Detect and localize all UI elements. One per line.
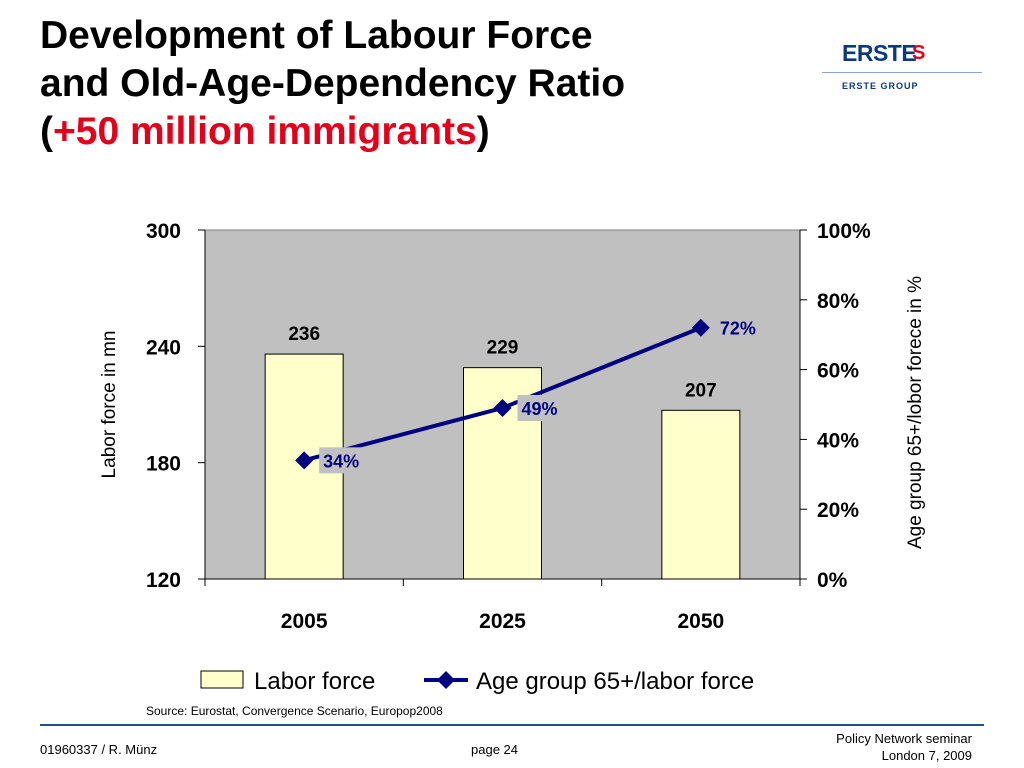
footer-page-number: page 24 [471,742,518,757]
y-right-tick-label: 80% [817,290,859,313]
footer-event: Policy Network seminar London 7, 2009 [836,730,972,764]
y-right-tick-label: 60% [817,360,859,383]
line-marker [691,318,710,337]
y-right-tick-label: 100% [817,220,871,243]
title-highlight: +50 million immigrants [53,110,477,153]
line-data-label: 34% [323,451,359,471]
title-line-3: (+50 million immigrants) [40,108,820,156]
y-left-axis-title: Labor force in mn [99,331,120,479]
logo-divider [822,72,982,73]
bar-data-label: 229 [487,338,519,359]
footer-author: 01960337 / R. Münz [40,742,158,757]
bar-labor-force [661,409,741,580]
title-paren-open: ( [40,110,53,153]
y-left-tick-label: 300 [146,220,181,243]
line-data-label: 49% [522,399,558,419]
title-line-2: and Old-Age-Dependency Ratio [40,62,626,105]
y-right-tick-label: 20% [817,499,859,522]
line-marker [295,451,314,470]
erste-logo: ERSTE S ERSTE GROUP [822,36,982,96]
footer-event-name: Policy Network seminar [836,731,972,746]
y-left-tick-label: 120 [146,569,181,592]
line-data-label-box [319,447,366,474]
slide-title: Development of Labour Force and Old-Age-… [40,12,820,156]
source-note: Source: Eurostat, Convergence Scenario, … [146,704,443,718]
bar-data-label: 236 [288,324,320,345]
bar-data-label: 207 [685,380,717,401]
logo-symbol: S [912,42,926,64]
x-tick-label: 2025 [479,610,526,633]
title-line-1: Development of Labour Force [40,14,593,57]
line-marker [493,398,512,417]
legend-bar-label: Labor force [254,668,375,695]
legend-bar-swatch [200,670,244,689]
legend-line-label: Age group 65+/labor force [476,668,754,695]
legend-line-marker [437,671,455,689]
line-data-label-box [517,394,564,421]
labour-force-chart: 300 240 180 120 100% 80% 60% 40% 20% 0% 2005 2025 20… [99,220,926,695]
y-right-tick-label: 40% [817,429,859,452]
logo-brand-text: ERSTE [842,40,917,66]
title-paren-close: ) [476,110,490,153]
logo-group-text: ERSTE GROUP [842,81,919,91]
y-right-tick-label: 0% [817,569,848,592]
x-tick-label: 2050 [677,610,724,633]
footer-event-date: London 7, 2009 [881,748,972,763]
y-right-axis-title: Age group 65+/lobor forece in % [905,276,926,549]
line-data-label: 72% [720,319,756,339]
x-tick-label: 2005 [281,610,328,633]
y-left-tick-label: 180 [146,453,181,476]
footer-divider [40,724,984,726]
y-left-tick-label: 240 [146,336,181,359]
